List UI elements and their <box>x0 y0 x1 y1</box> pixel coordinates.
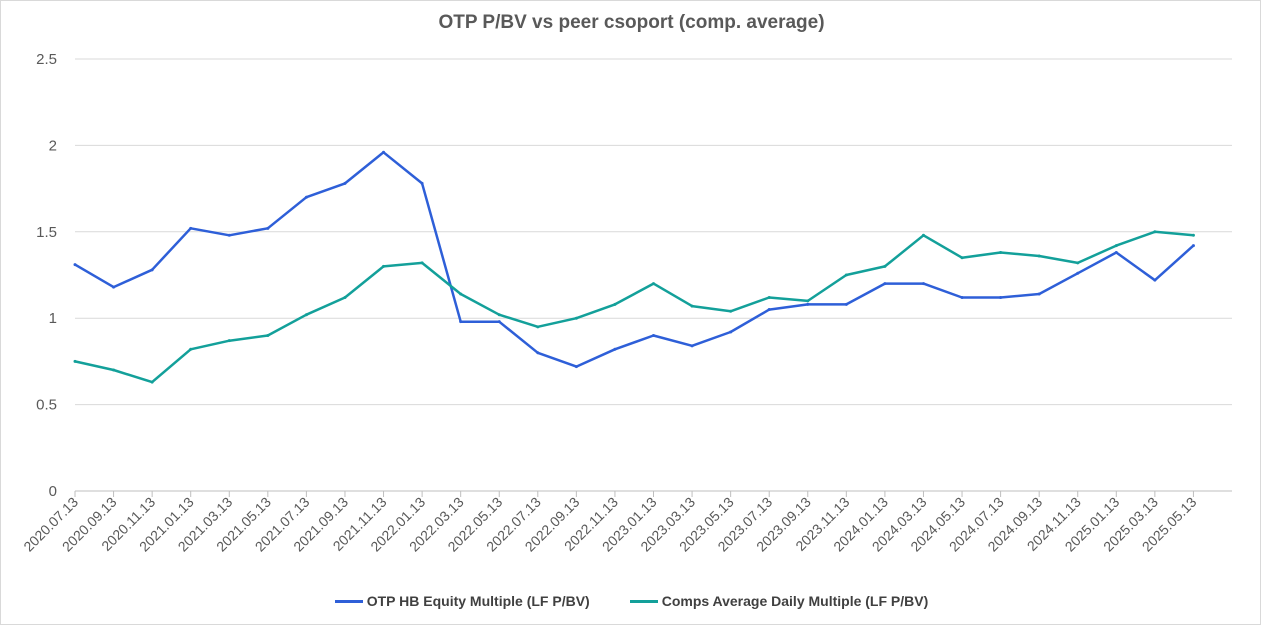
data-point-otp <box>112 285 116 289</box>
data-point-comps <box>844 273 848 277</box>
data-point-comps <box>227 339 231 343</box>
data-point-comps <box>420 261 424 265</box>
data-point-otp <box>883 282 887 286</box>
data-point-otp <box>73 263 77 267</box>
y-tick-label: 1.5 <box>36 224 57 241</box>
data-point-otp <box>382 150 386 154</box>
gridlines <box>75 58 1232 406</box>
data-point-comps <box>343 295 347 299</box>
data-point-otp <box>536 351 540 355</box>
data-point-comps <box>266 333 270 337</box>
data-point-comps <box>150 380 154 384</box>
data-point-otp <box>420 181 424 185</box>
data-point-otp <box>1037 292 1041 296</box>
data-point-comps <box>73 359 77 363</box>
data-point-otp <box>343 181 347 185</box>
legend: OTP HB Equity Multiple (LF P/BV) Comps A… <box>0 593 1263 609</box>
data-point-otp <box>304 195 308 199</box>
data-point-comps <box>613 302 617 306</box>
data-point-otp <box>1076 271 1080 275</box>
data-point-comps <box>999 251 1003 255</box>
series-line-comps <box>74 230 1194 384</box>
data-point-comps <box>921 233 925 237</box>
data-point-comps <box>459 292 463 296</box>
chart-title: OTP P/BV vs peer csoport (comp. average) <box>438 12 825 33</box>
data-point-comps <box>729 309 733 313</box>
data-point-otp <box>999 295 1003 299</box>
data-point-comps <box>1114 244 1118 248</box>
data-point-otp <box>806 302 810 306</box>
data-point-comps <box>806 299 810 303</box>
data-point-otp <box>1191 244 1195 248</box>
data-point-otp <box>690 344 694 348</box>
data-point-otp <box>189 226 193 230</box>
legend-item-comps: Comps Average Daily Multiple (LF P/BV) <box>629 593 929 609</box>
y-tick-label: 1 <box>49 310 57 327</box>
data-point-otp <box>613 347 617 351</box>
legend-label-comps: Comps Average Daily Multiple (LF P/BV) <box>661 593 929 609</box>
y-tick-label: 2.5 <box>36 51 57 68</box>
data-point-otp <box>266 226 270 230</box>
data-point-comps <box>883 264 887 268</box>
data-point-otp <box>459 320 463 324</box>
legend-swatch-otp <box>334 599 363 603</box>
y-tick-label: 0 <box>49 483 57 500</box>
data-point-comps <box>574 316 578 320</box>
data-point-otp <box>960 295 964 299</box>
legend-swatch-comps <box>629 599 658 603</box>
data-point-comps <box>1037 254 1041 258</box>
data-point-comps <box>497 313 501 317</box>
data-point-otp <box>150 268 154 272</box>
data-point-otp <box>844 302 848 306</box>
data-point-otp <box>227 233 231 237</box>
data-point-otp <box>574 365 578 369</box>
series-lines <box>73 150 1195 384</box>
series-line-otp <box>74 151 1195 368</box>
data-point-comps <box>1153 230 1157 234</box>
data-point-otp <box>1153 278 1157 282</box>
y-tick-label: 2 <box>49 137 57 154</box>
data-point-comps <box>536 325 540 329</box>
data-point-comps <box>652 282 655 286</box>
data-point-comps <box>382 264 386 268</box>
data-point-comps <box>189 347 193 351</box>
data-point-otp <box>497 320 501 324</box>
data-point-otp <box>1114 251 1118 255</box>
axes: 00.511.522.52020.07.132020.09.132020.11.… <box>20 51 1232 555</box>
data-point-otp <box>767 308 771 312</box>
data-point-otp <box>921 282 925 286</box>
data-point-otp <box>652 333 655 337</box>
data-point-comps <box>1191 233 1195 237</box>
data-point-comps <box>690 304 694 308</box>
legend-item-otp: OTP HB Equity Multiple (LF P/BV) <box>334 593 590 609</box>
data-point-comps <box>767 295 771 299</box>
data-point-comps <box>304 313 308 317</box>
data-point-comps <box>112 368 116 372</box>
data-point-comps <box>1076 261 1080 265</box>
y-tick-label: 0.5 <box>36 397 57 414</box>
data-point-comps <box>960 256 964 260</box>
data-point-otp <box>729 330 733 334</box>
legend-label-otp: OTP HB Equity Multiple (LF P/BV) <box>366 593 590 609</box>
